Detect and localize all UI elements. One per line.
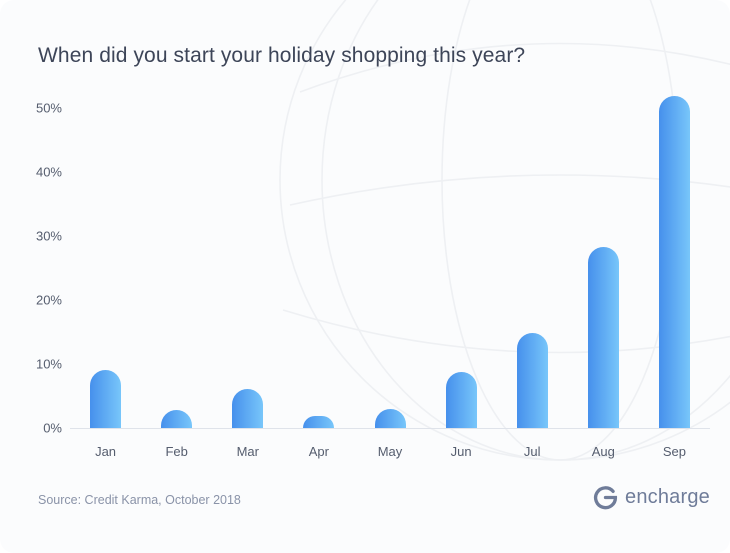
x-axis-tick: Mar <box>236 444 259 459</box>
x-axis-tick: Jun <box>450 444 472 459</box>
source-caption: Source: Credit Karma, October 2018 <box>38 493 241 507</box>
x-axis-tick: Sep <box>662 444 687 459</box>
y-axis-tick: 10% <box>35 356 62 372</box>
brand-name: encharge <box>625 486 710 508</box>
bar-apr[interactable] <box>303 415 335 428</box>
y-axis-tick: 30% <box>35 228 62 244</box>
encharge-c-logo-icon <box>594 486 618 510</box>
bar-jul[interactable] <box>516 333 548 428</box>
bar-may[interactable] <box>374 408 406 428</box>
chart-footer: Source: Credit Karma, October 2018 encha… <box>0 483 730 553</box>
x-axis-tick: Feb <box>165 444 188 459</box>
y-axis-tick: 40% <box>35 164 62 180</box>
y-axis-tick: 50% <box>35 100 62 116</box>
bar-jan[interactable] <box>90 370 122 428</box>
bar-sep[interactable] <box>658 96 690 428</box>
brand-logo: encharge <box>593 485 710 510</box>
x-axis-tick: Jan <box>95 444 117 459</box>
bar-mar[interactable] <box>232 389 264 428</box>
x-axis: Jan Feb Mar Apr May Jun Jul Aug Sep <box>70 440 710 470</box>
chart-title: When did you start your holiday shopping… <box>38 44 526 67</box>
x-axis-tick: May <box>377 444 403 459</box>
x-axis-tick: Apr <box>308 444 329 459</box>
bar-series <box>70 0 710 470</box>
y-axis-tick: 20% <box>35 292 62 308</box>
bar-feb[interactable] <box>161 410 193 428</box>
x-axis-tick: Jul <box>523 444 541 459</box>
x-axis-tick: Aug <box>591 444 615 459</box>
y-axis-tick: 0% <box>43 420 62 436</box>
bar-jun[interactable] <box>445 372 477 428</box>
x-axis-line <box>70 428 710 429</box>
y-axis: 0% 10% 20% 30% 40% 50% <box>0 0 70 470</box>
bar-aug[interactable] <box>587 246 619 428</box>
plot-area: 0% 10% 20% 30% 40% 50% Jan Feb Mar Apr M… <box>0 0 710 470</box>
